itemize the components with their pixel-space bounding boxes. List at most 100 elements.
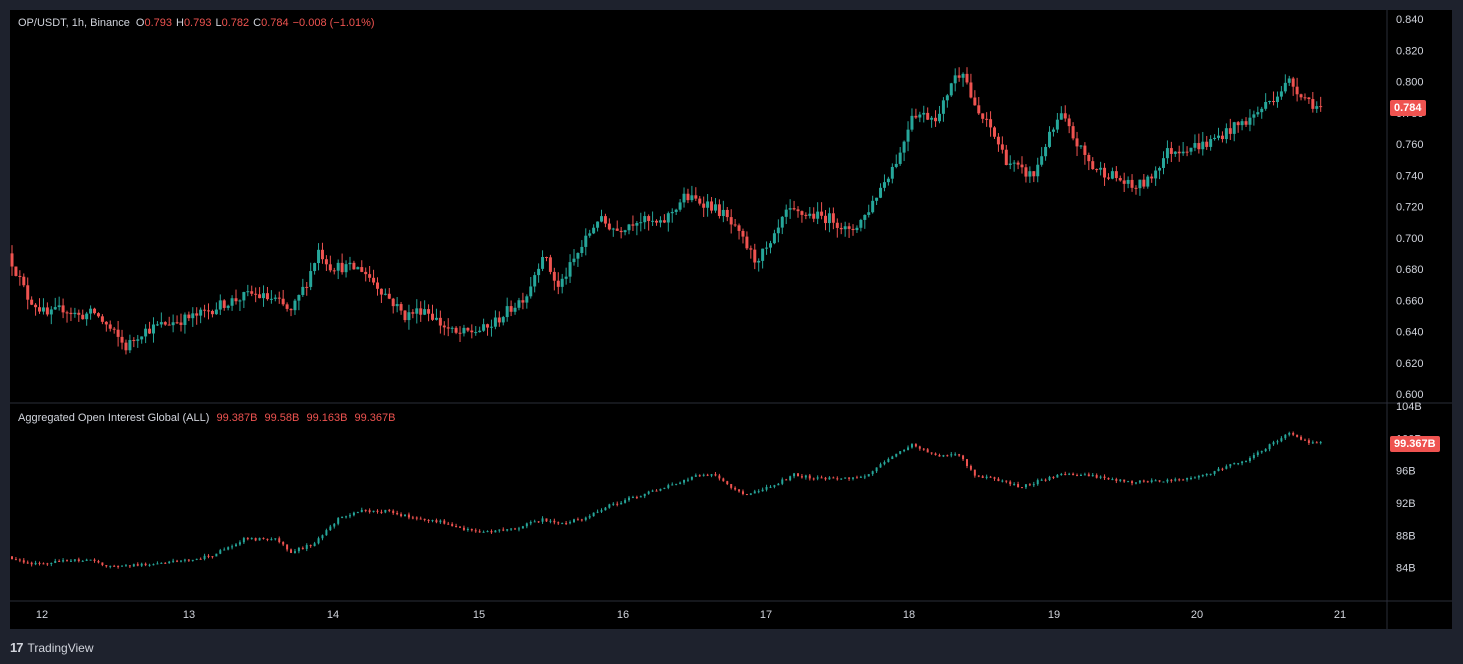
oi-candle [686,479,689,481]
oi-candle [565,523,568,525]
price-candle [674,209,678,212]
price-candle [281,298,285,305]
oi-candle [745,494,748,496]
oi-candle [1217,468,1220,472]
price-candle [379,288,383,295]
price-candle [1248,117,1252,125]
tradingview-brand[interactable]: 17 TradingView [10,640,94,655]
oi-candle [604,507,607,511]
oi-candle [639,496,642,498]
time-tick-label: 17 [760,609,772,621]
oi-candle [718,475,721,479]
oi-candle [1252,455,1255,459]
oi-candle [1311,442,1314,444]
price-candle [757,260,761,263]
oi-candle [270,539,273,541]
oi-candle [352,512,355,516]
price-candle [537,268,541,276]
oi-candle [1178,479,1181,481]
price-tick-label: 0.620 [1396,358,1424,370]
oi-candle [840,478,843,480]
price-candle [765,247,769,249]
oi-candle [1284,434,1287,439]
oi-candle [1197,476,1200,478]
symbol-info[interactable]: OP/USDT, 1h, Binance [18,17,130,29]
price-candle [442,325,446,328]
price-candle [183,314,187,325]
oi-candle [517,528,520,530]
price-candle [922,112,926,115]
price-candle [1193,143,1197,148]
price-candle [894,163,898,167]
oi-candle [1060,474,1063,476]
oi-candle [1056,474,1059,478]
oi-candle [734,487,737,490]
oi-candle [537,521,540,523]
oi-candle [934,453,937,456]
price-candle [611,228,615,230]
oi-candle [1303,439,1306,441]
oi-candle [600,510,603,512]
price-candle [462,327,466,334]
oi-candle [30,562,33,565]
oi-candle [423,518,426,521]
oi-candle [816,477,819,479]
oi-candle [1028,484,1031,486]
price-candle [474,332,478,334]
oi-candle [364,509,367,511]
price-candle [647,216,651,221]
price-candle [792,208,796,210]
oi-candle [388,509,391,511]
oi-candle [470,529,473,531]
price-candle [155,324,159,326]
price-candle [706,201,710,208]
oi-candle [132,564,135,567]
open-value: 0.793 [144,17,172,29]
oi-candle [985,476,988,478]
price-candle [1189,147,1193,152]
price-tick-label: 0.660 [1396,295,1424,307]
oi-candle [1083,474,1086,476]
oi-candle [58,561,61,563]
oi-candle [321,535,324,539]
oi-candle [348,515,351,517]
high-label: H [175,17,184,29]
indicator-name[interactable]: Aggregated Open Interest Global (ALL) [18,412,210,424]
oi-candle [199,558,202,560]
price-candle [309,271,313,287]
price-candle [1103,167,1107,178]
oi-candle [1044,479,1047,481]
price-candle [666,213,670,223]
oi-candle [1248,458,1251,462]
price-candle [269,298,273,300]
price-candle [1236,122,1240,126]
price-candle [1291,78,1295,87]
oi-candle [1115,479,1118,481]
time-tick-label: 20 [1191,609,1203,621]
oi-candle [486,531,489,533]
price-candle [843,226,847,230]
price-candle [576,253,580,259]
price-candle [1000,144,1004,150]
price-candle [120,336,124,343]
price-candle [383,293,387,295]
price-candle [961,73,965,78]
price-candle [1209,139,1213,147]
price-candle [989,119,993,128]
price-candle [81,314,85,320]
oi-candle [596,511,599,513]
oi-candle [541,518,544,522]
price-candle [820,211,824,216]
oi-candle [958,454,961,456]
price-candle [973,97,977,106]
close-label: C [253,17,262,29]
oi-candle [124,565,127,567]
price-candle [446,327,450,329]
oi-candle [769,486,772,488]
oi-candle [969,465,972,470]
price-candle [556,280,560,287]
oi-candle [46,563,49,565]
price-candle [77,312,81,315]
price-candle [305,286,309,288]
